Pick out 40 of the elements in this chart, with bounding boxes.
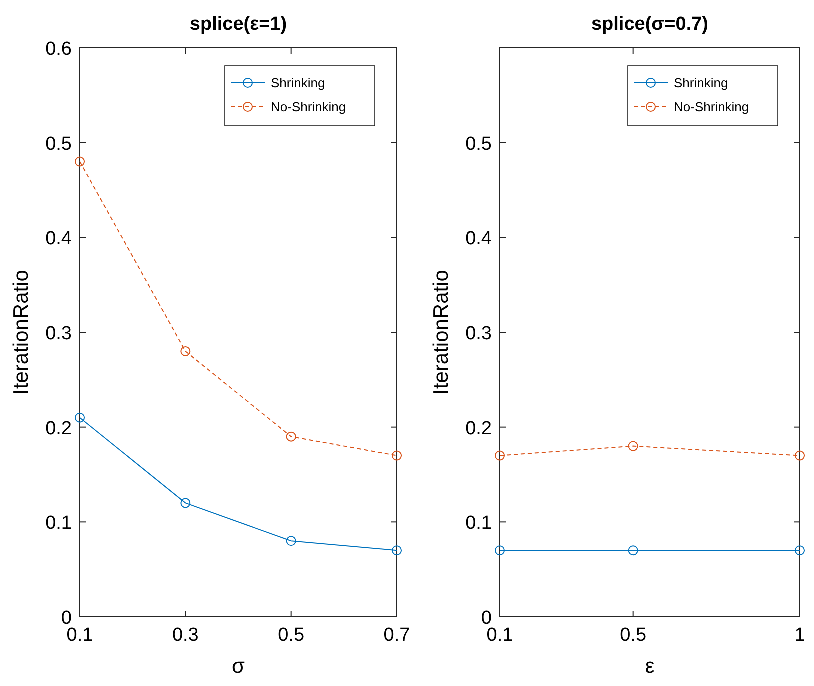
x-tick-label: 1 [794,625,806,646]
legend-label: No-Shrinking [674,100,750,114]
x-axis-title: ε [645,655,655,678]
legend-label: No-Shrinking [271,100,346,114]
point [75,156,85,167]
legend-label: Shrinking [674,76,728,90]
y-tick-label: 0.2 [466,418,492,440]
point [392,546,402,556]
chart-title: splice(ε=1) [190,14,288,35]
y-tick-label: 0.1 [466,513,492,534]
point [495,450,505,461]
legend-label: Shrinking [271,76,326,90]
y-axis-title: IterationRatio [10,270,33,395]
x-tick-label: 0.5 [620,625,647,646]
x-axis-title: σ [232,655,246,678]
point [286,432,296,442]
point [180,498,191,508]
x-tick-label: 0.3 [172,625,199,646]
x-tick-label: 0.7 [384,625,410,646]
point [795,546,805,556]
y-tick-label: 0.1 [46,513,72,534]
chart-title: splice(σ=0.7) [591,14,709,35]
point [286,536,296,546]
y-tick-label: 0.4 [466,228,492,250]
point [392,450,402,461]
y-tick-label: 0.3 [46,324,72,344]
y-axis-title: IterationRatio [430,270,453,395]
point [75,412,85,423]
point [628,441,638,452]
y-tick-label: 0.3 [466,324,492,344]
y-tick-label: 0.4 [46,228,72,250]
point [628,546,638,556]
point [495,546,505,556]
y-tick-label: 0.5 [46,134,72,155]
point [795,450,805,461]
y-tick-label: 0.5 [466,134,492,155]
y-tick-label: 0.2 [46,418,72,440]
x-tick-label: 0.5 [278,625,305,646]
y-tick-label: 0.6 [46,39,72,60]
point [180,346,191,356]
